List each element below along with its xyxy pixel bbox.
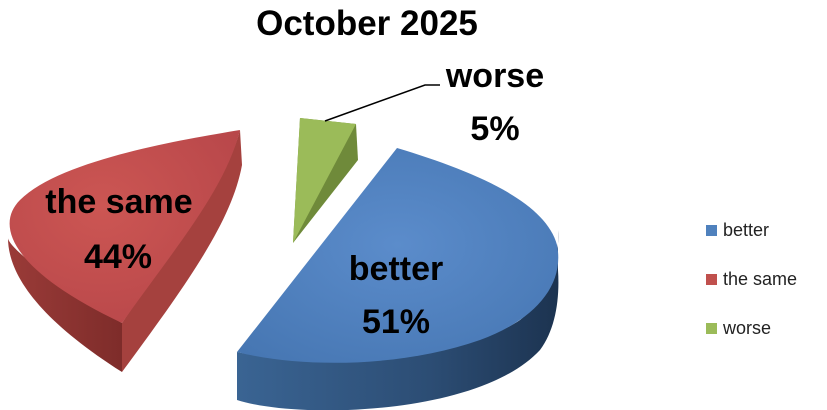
slice-worse bbox=[293, 118, 358, 243]
slice-the-same-top bbox=[9, 130, 241, 323]
slice-worse-top bbox=[293, 118, 356, 243]
label-the-same-name: the same bbox=[45, 183, 192, 221]
worse-leader-line bbox=[324, 84, 440, 122]
legend-label-worse: worse bbox=[723, 317, 772, 338]
label-worse-percent: 5% bbox=[470, 110, 519, 148]
legend-swatch-worse bbox=[706, 322, 717, 334]
legend-item-the-same: the same bbox=[706, 267, 797, 291]
legend-swatch-better bbox=[706, 224, 717, 236]
slice-better bbox=[237, 148, 559, 410]
legend: better the same worse bbox=[706, 218, 797, 365]
legend-swatch-the-same bbox=[706, 273, 717, 285]
label-the-same-percent: 44% bbox=[84, 238, 152, 276]
label-better-name: better bbox=[349, 250, 443, 288]
chart-title: October 2025 bbox=[256, 4, 478, 43]
slice-better-side bbox=[237, 230, 559, 410]
slice-the-same bbox=[8, 130, 242, 372]
legend-item-worse: worse bbox=[706, 316, 797, 340]
legend-item-better: better bbox=[706, 218, 797, 242]
label-better-percent: 51% bbox=[362, 303, 430, 341]
slice-the-same-side bbox=[8, 238, 122, 372]
slice-better-top bbox=[237, 148, 559, 363]
slice-the-same-edge bbox=[122, 130, 242, 372]
legend-label-better: better bbox=[723, 219, 770, 240]
label-worse-name: worse bbox=[445, 57, 544, 95]
legend-label-the-same: the same bbox=[723, 268, 798, 289]
